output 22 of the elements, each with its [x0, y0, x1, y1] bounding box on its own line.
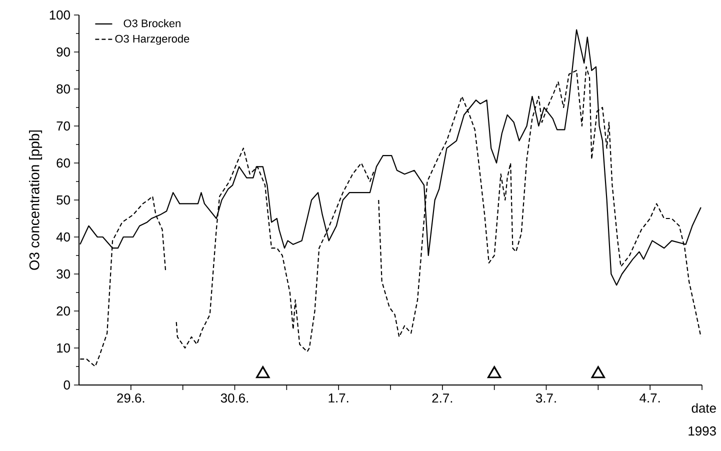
- y-tick-label: 0: [64, 380, 70, 390]
- legend-label: O3 Harzgerode: [115, 34, 190, 45]
- x-axis-title: date: [692, 403, 716, 413]
- x-tick-label: 4.7.: [640, 394, 660, 402]
- y-tick-label: 20: [56, 306, 70, 316]
- x-tick-label: 1.7.: [328, 394, 348, 402]
- y-tick-label: 50: [56, 195, 70, 205]
- y-tick-label: 10: [57, 343, 70, 353]
- x-tick-label: 30.6.: [220, 393, 248, 403]
- y-tick-label: 100: [50, 10, 70, 20]
- y-axis-title: O3 concentration [ppb]: [29, 130, 42, 270]
- y-tick-label: 30: [56, 269, 70, 279]
- text: 1993: [688, 426, 716, 436]
- y-tick-label: 60: [56, 158, 70, 168]
- y-tick-label: 40: [56, 232, 70, 242]
- y-tick-label: 70: [56, 121, 70, 131]
- legend-label: O3 Brocken: [124, 19, 180, 28]
- y-tick-label: 90: [56, 47, 70, 57]
- x-tick-label: 2.7.: [432, 393, 452, 403]
- x-tick-label: 29.6.: [117, 393, 144, 403]
- x-tick-label: 3.7.: [536, 393, 556, 403]
- y-tick-label: 80: [56, 84, 70, 94]
